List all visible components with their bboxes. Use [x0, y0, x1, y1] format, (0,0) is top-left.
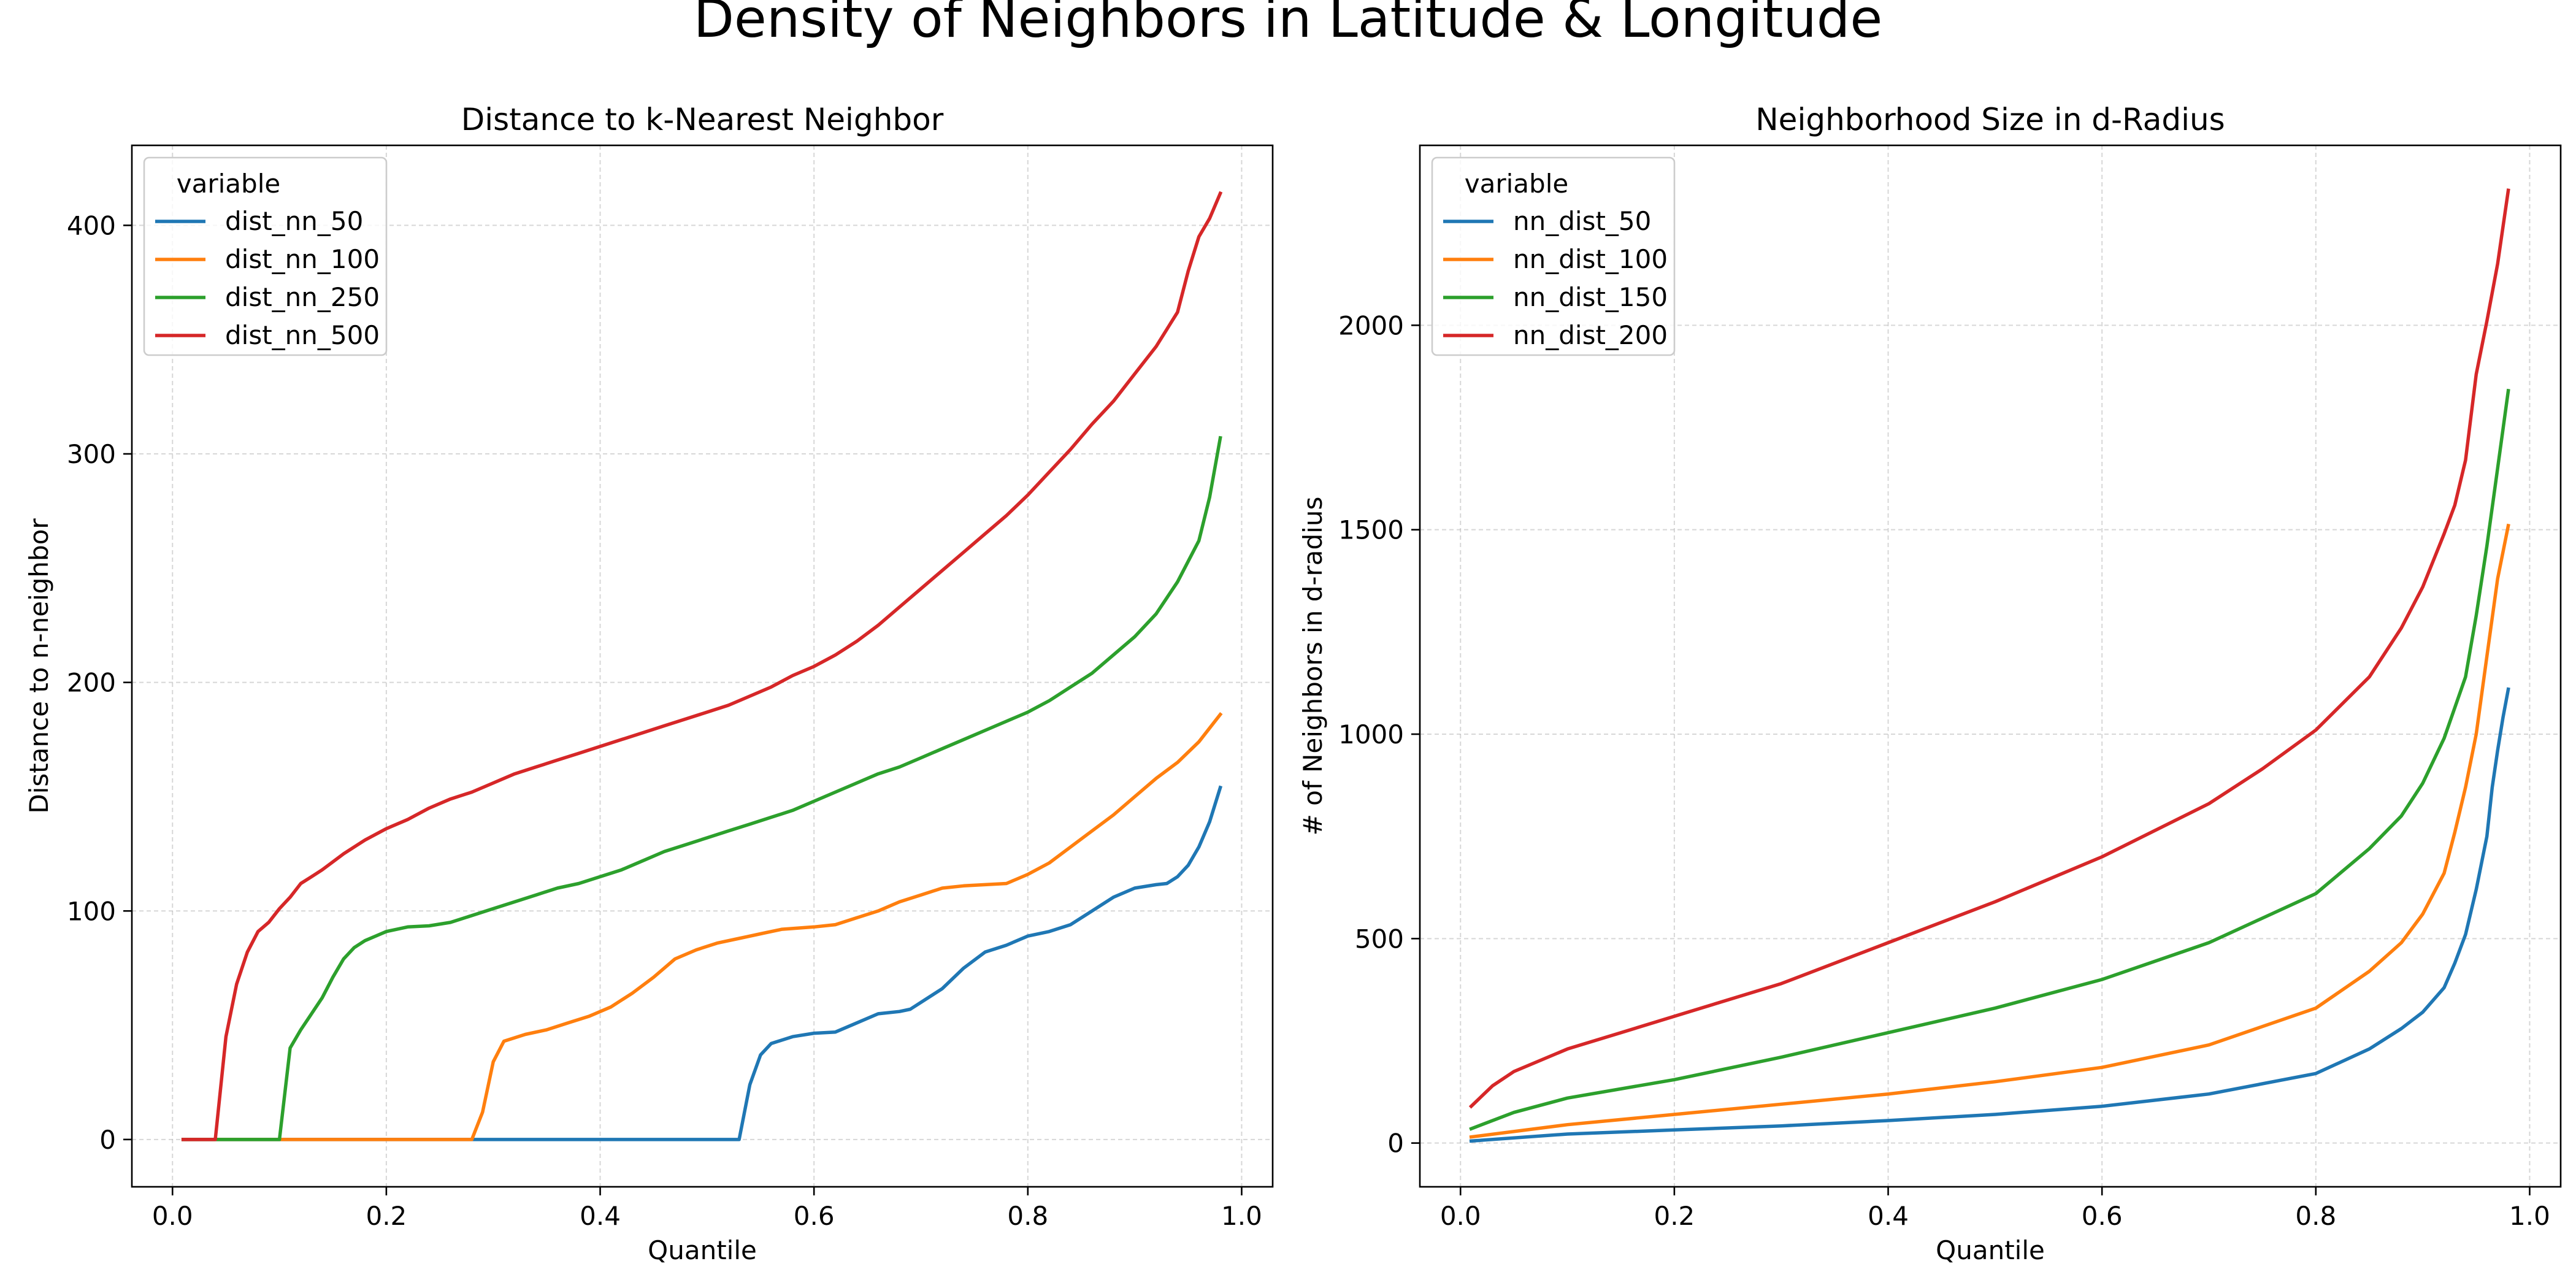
right-chart-xlabel: Quantile: [1936, 1235, 2045, 1265]
left-chart-axes-frame: [131, 144, 1274, 1188]
left-chart-series-line-dist_nn_250: [181, 435, 1222, 1141]
right-chart-xtick-label: 0.8: [2295, 1201, 2336, 1231]
left-chart-ytick-label: 200: [67, 668, 116, 698]
left-chart-legend-label: dist_nn_50: [225, 206, 363, 236]
right-chart-ytick-label: 0: [1387, 1129, 1404, 1159]
right-chart-xtick-label: 1.0: [2509, 1201, 2550, 1231]
right-chart-legend-label: nn_dist_150: [1513, 282, 1668, 312]
right-chart-xtick-label: 0.0: [1440, 1201, 1481, 1231]
right-chart-ytick-label: 1500: [1338, 515, 1404, 545]
right-chart-legend-label: nn_dist_200: [1513, 320, 1668, 350]
left-chart-ytick-label: 300: [67, 439, 116, 469]
right-chart-legend-label: nn_dist_50: [1513, 206, 1651, 236]
right-chart-title: Neighborhood Size in d-Radius: [1755, 102, 2225, 137]
right-chart-legend: variable nn_dist_50 nn_dist_100 nn_dist_150…: [1431, 156, 1676, 356]
right-chart-ytick-label: 500: [1355, 924, 1404, 954]
right-chart-series-line-nn_dist_150: [1469, 388, 2510, 1131]
right-chart-xtick-label: 0.4: [1868, 1201, 1909, 1231]
left-chart-ytick-label: 100: [67, 896, 116, 926]
left-chart-series-line-dist_nn_100: [181, 711, 1223, 1141]
left-chart-xtick-label: 0.6: [794, 1201, 835, 1231]
right-chart-ytick-label: 2000: [1338, 310, 1404, 340]
left-chart-legend-title: variable: [177, 169, 280, 199]
left-chart-series-line-dist_nn_500: [181, 191, 1223, 1141]
right-chart-panel: Neighborhood Size in d-Radius Quantile #…: [1298, 102, 2562, 1265]
left-chart-xtick-label: 0.4: [580, 1201, 621, 1231]
left-chart-legend-label: dist_nn_500: [225, 320, 380, 350]
left-chart-legend: variable dist_nn_50 dist_nn_100 dist_nn_250…: [143, 156, 388, 356]
left-chart-xtick-label: 0.2: [366, 1201, 407, 1231]
right-chart-series-line-nn_dist_50: [1469, 687, 2510, 1143]
right-chart-series-line-nn_dist_200: [1468, 188, 2510, 1109]
left-chart-ylabel: Distance to n-neighbor: [24, 518, 54, 814]
right-chart-legend-box: [1431, 156, 1676, 356]
left-chart-xtick-label: 0.0: [152, 1201, 193, 1231]
right-chart-series-line-nn_dist_100: [1469, 523, 2510, 1139]
right-chart-ylabel: # of Neighbors in d-radius: [1298, 497, 1328, 836]
left-chart-panel: Distance to k-Nearest Neighbor Quantile …: [24, 102, 1274, 1265]
right-chart-legend-title: variable: [1465, 169, 1568, 199]
figure-title: Density of Neighbors in Latitude & Longi…: [694, 0, 1883, 50]
left-chart-title: Distance to k-Nearest Neighbor: [461, 102, 944, 137]
right-chart-axes-frame: [1419, 144, 2562, 1188]
left-chart-xlabel: Quantile: [648, 1235, 757, 1265]
left-chart-ytick-label: 0: [99, 1125, 116, 1155]
left-chart-xtick-label: 1.0: [1221, 1201, 1262, 1231]
left-chart-ytick-label: 400: [67, 210, 116, 240]
right-chart-ytick-label: 1000: [1338, 719, 1404, 749]
left-chart-legend-label: dist_nn_100: [225, 244, 380, 274]
left-chart-xtick-label: 0.8: [1007, 1201, 1048, 1231]
right-chart-xtick-label: 0.2: [1654, 1201, 1695, 1231]
right-chart-legend-label: nn_dist_100: [1513, 244, 1668, 274]
left-chart-series-line-dist_nn_50: [181, 785, 1223, 1141]
left-chart-legend-box: [143, 156, 388, 356]
right-chart-xtick-label: 0.6: [2082, 1201, 2123, 1231]
left-chart-legend-label: dist_nn_250: [225, 282, 380, 312]
